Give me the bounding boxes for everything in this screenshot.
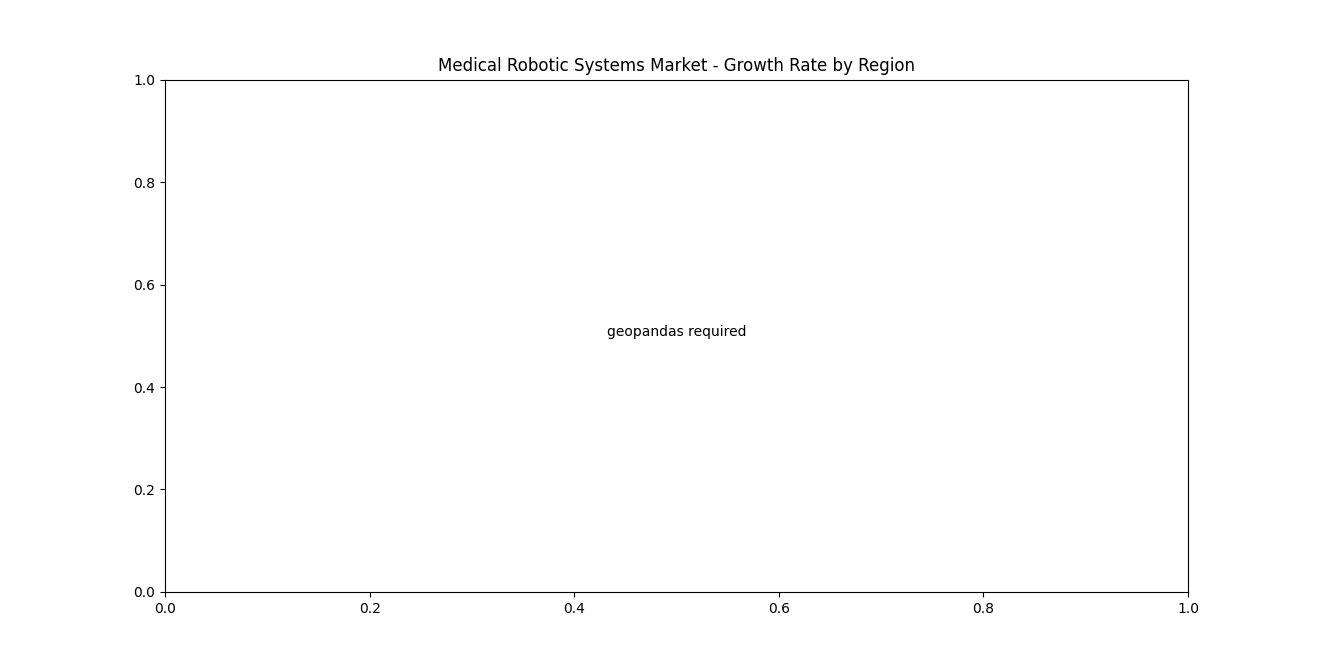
Text: geopandas required: geopandas required <box>607 325 746 339</box>
Title: Medical Robotic Systems Market - Growth Rate by Region: Medical Robotic Systems Market - Growth … <box>438 57 915 75</box>
